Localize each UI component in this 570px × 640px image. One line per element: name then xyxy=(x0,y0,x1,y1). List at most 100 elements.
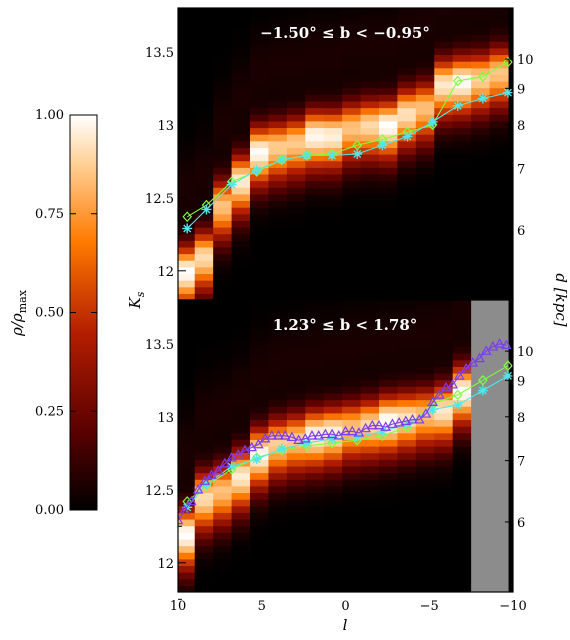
heatmap-cell xyxy=(305,160,325,168)
heatmap-cell xyxy=(415,114,435,122)
heatmap-cell xyxy=(305,406,325,414)
heatmap-cell xyxy=(305,319,325,328)
heatmap-cell xyxy=(194,558,214,567)
heatmap-cell xyxy=(286,173,306,182)
triangle-marker xyxy=(340,425,351,436)
heatmap-cell xyxy=(178,273,196,281)
heatmap-cell xyxy=(213,266,233,275)
heatmap-cell xyxy=(360,538,380,547)
heatmap-cell xyxy=(268,465,288,474)
heatmap-cell xyxy=(305,220,325,228)
heatmap-cell xyxy=(213,538,233,547)
right-tick-label: 8 xyxy=(517,119,525,134)
heatmap-cell xyxy=(342,293,362,300)
heatmap-cell xyxy=(489,120,509,129)
heatmap-cell xyxy=(489,193,509,202)
heatmap-cell xyxy=(360,140,380,148)
heatmap-cell xyxy=(178,339,196,348)
heatmap-cell xyxy=(213,67,233,75)
heatmap-cell xyxy=(452,14,472,22)
star-marker xyxy=(502,87,513,98)
heatmap-cell xyxy=(360,47,380,56)
heatmap-cell xyxy=(323,552,343,560)
star-marker xyxy=(477,93,488,104)
heatmap-cell xyxy=(323,326,343,334)
heatmap-cell xyxy=(415,286,435,294)
heatmap-cell xyxy=(213,54,233,62)
heatmap-cell xyxy=(434,565,454,573)
heatmap-cell xyxy=(268,565,288,573)
heatmap-cell xyxy=(397,193,417,202)
heatmap-cell xyxy=(415,233,435,241)
heatmap-cell xyxy=(342,472,362,480)
heatmap-cell xyxy=(323,419,343,427)
heatmap-cell xyxy=(178,61,196,69)
star-marker xyxy=(327,150,338,161)
heatmap-cell xyxy=(305,147,325,155)
heatmap-cell xyxy=(434,426,454,434)
heatmap-cell xyxy=(397,499,417,507)
heatmap-cell xyxy=(342,465,362,474)
heatmap-cell xyxy=(305,253,325,261)
heatmap-cell xyxy=(452,492,472,500)
heatmap-cell xyxy=(471,154,491,162)
heatmap-cell xyxy=(178,253,196,261)
heatmap-cell xyxy=(305,134,325,142)
heatmap-cell xyxy=(178,346,196,354)
heatmap-cell xyxy=(489,273,509,281)
heatmap-cell xyxy=(286,260,306,268)
heatmap-cell xyxy=(342,565,362,573)
heatmap-cell xyxy=(323,180,343,188)
heatmap-cell xyxy=(360,452,380,460)
heatmap-cell xyxy=(397,14,417,22)
heatmap-cell xyxy=(194,61,214,69)
heatmap-cell xyxy=(452,532,472,540)
heatmap-cell xyxy=(434,61,454,69)
triangle-marker xyxy=(440,381,452,392)
heatmap-cell xyxy=(194,27,214,36)
heatmap-cell xyxy=(305,81,325,89)
heatmap-cell xyxy=(342,147,362,155)
heatmap-cell xyxy=(342,353,362,361)
heatmap-cell xyxy=(178,266,196,275)
heatmap-cell xyxy=(305,499,325,507)
heatmap-cell xyxy=(286,94,306,102)
heatmap-cell xyxy=(268,386,288,394)
heatmap-cell xyxy=(268,399,288,407)
heatmap-cell xyxy=(213,187,233,195)
heatmap-cell xyxy=(323,313,343,321)
heatmap-cell xyxy=(178,27,196,36)
heatmap-cell xyxy=(434,266,454,275)
heatmap-cell xyxy=(360,359,380,367)
heatmap-cell xyxy=(250,585,270,592)
heatmap-cell xyxy=(286,419,306,427)
heatmap-cell xyxy=(452,34,472,42)
heatmap-cell xyxy=(397,220,417,228)
heatmap-cell xyxy=(434,34,454,42)
heatmap-cell xyxy=(231,61,251,69)
heatmap-cell xyxy=(415,134,435,142)
heatmap-cell xyxy=(452,319,472,328)
heatmap-cell xyxy=(415,572,435,580)
heatmap-cell xyxy=(415,61,435,69)
heatmap-cell xyxy=(397,280,417,288)
heatmap-cell xyxy=(489,286,509,294)
heatmap-cell xyxy=(379,525,399,533)
heatmap-cell xyxy=(213,240,233,248)
heatmap-cell xyxy=(434,180,454,188)
heatmap-cell xyxy=(360,74,380,82)
heatmap-cell xyxy=(231,326,251,334)
heatmap-cell xyxy=(305,479,325,487)
heatmap-cell xyxy=(231,386,251,394)
heatmap-cell xyxy=(397,459,417,467)
right-tick-label: 6 xyxy=(517,224,525,239)
heatmap-cell xyxy=(194,134,214,142)
heatmap-cell xyxy=(323,34,343,42)
heatmap-cell xyxy=(305,505,325,513)
heatmap-cell xyxy=(178,300,196,308)
heatmap-cell xyxy=(194,392,214,401)
colorbar: 0.000.250.500.751.00 ρ/ρmax xyxy=(8,108,98,518)
heatmap-cell xyxy=(360,94,380,102)
heatmap-cell xyxy=(415,333,435,341)
